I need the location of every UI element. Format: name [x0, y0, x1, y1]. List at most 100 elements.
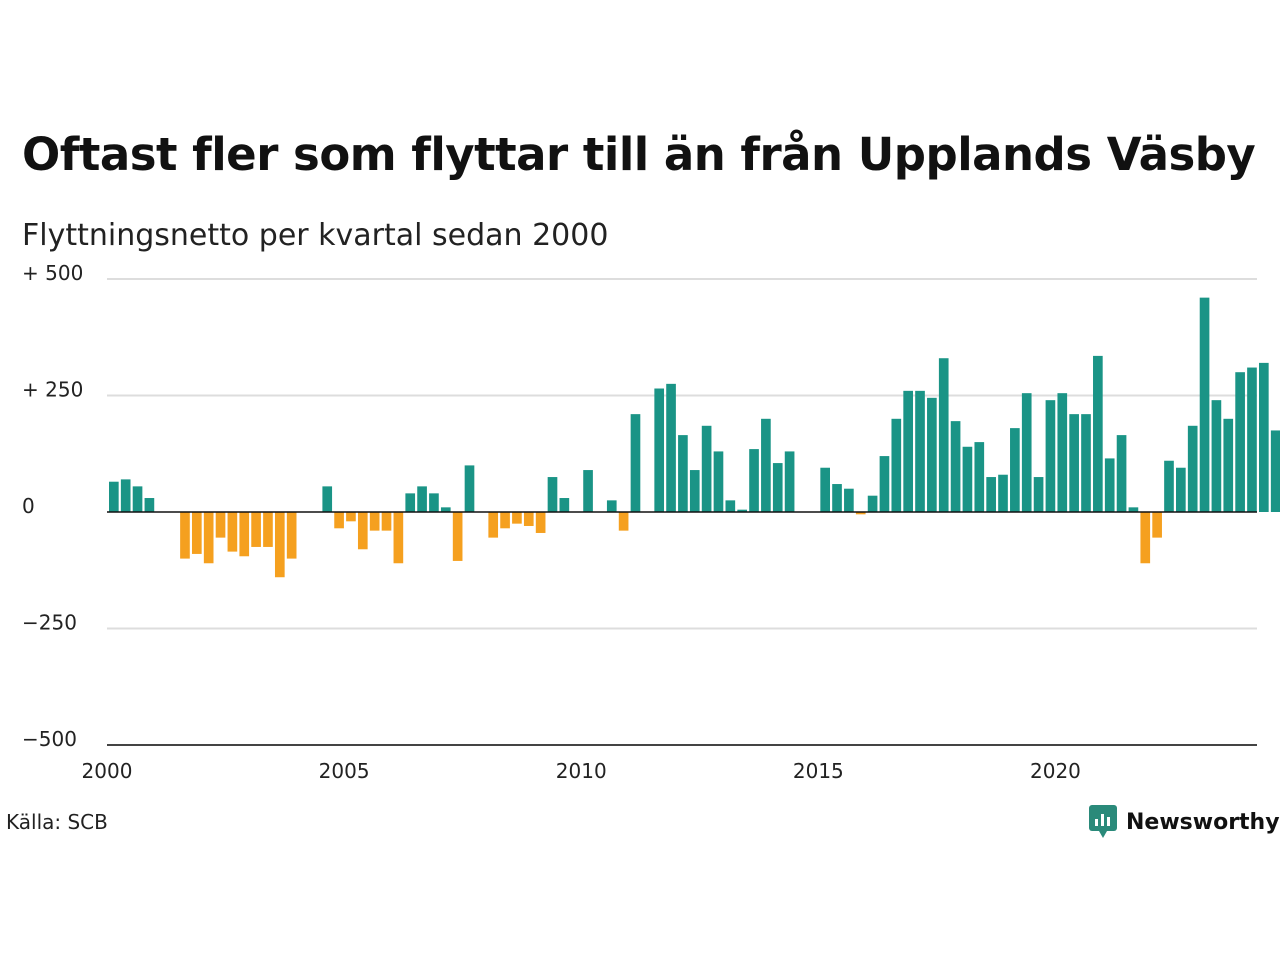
- bar: [1199, 297, 1210, 512]
- bar: [1093, 355, 1103, 512]
- bar: [523, 512, 534, 526]
- bar: [879, 456, 890, 512]
- bar: [1081, 414, 1091, 512]
- bar: [1235, 372, 1245, 512]
- x-tick-label: 2000: [82, 759, 133, 783]
- y-tick-label: −500: [22, 727, 77, 751]
- bar: [440, 507, 451, 512]
- bar: [749, 449, 759, 512]
- bar: [1247, 367, 1257, 512]
- bar: [405, 493, 416, 512]
- bar: [263, 512, 273, 547]
- bar: [950, 421, 961, 512]
- y-tick-label: 0: [22, 494, 35, 518]
- bar: [1176, 467, 1186, 512]
- chart-subtitle: Flyttningsnetto per kvartal sedan 2000: [22, 218, 609, 253]
- bar: [844, 488, 854, 512]
- bars: [109, 297, 1280, 578]
- brand-logo: Newsworthy: [1088, 804, 1280, 840]
- bar: [938, 358, 949, 512]
- bar: [654, 388, 665, 512]
- bar: [832, 484, 842, 512]
- bar: [1033, 477, 1044, 512]
- bar: [464, 465, 475, 512]
- bar: [713, 451, 724, 512]
- bar: [761, 418, 771, 512]
- bar: [583, 470, 593, 512]
- bar: [1140, 512, 1151, 564]
- bar: [203, 512, 214, 564]
- bar: [701, 425, 712, 512]
- bar: [974, 442, 985, 512]
- bar: [381, 512, 392, 531]
- bar: [120, 479, 131, 512]
- bar: [191, 512, 202, 554]
- y-tick-label: + 500: [22, 261, 83, 285]
- bar: [986, 477, 996, 512]
- brand-name: Newsworthy: [1126, 809, 1280, 835]
- bar: [227, 512, 238, 552]
- bar: [322, 486, 333, 512]
- bar: [820, 467, 831, 512]
- chart-title: Oftast fler som flyttar till än från Upp…: [22, 128, 1256, 181]
- bar: [1128, 507, 1139, 512]
- bar: [784, 451, 795, 512]
- bar: [1152, 512, 1162, 538]
- source-note: Källa: SCB: [6, 810, 108, 834]
- bar: [239, 512, 250, 557]
- bar: [274, 512, 285, 578]
- x-tick-label: 2010: [556, 759, 607, 783]
- bar: [180, 512, 190, 559]
- bar: [393, 512, 404, 564]
- bar: [903, 390, 913, 512]
- newsworthy-icon: [1089, 805, 1117, 838]
- bar: [725, 500, 736, 512]
- bar: [1010, 428, 1020, 512]
- bar: [998, 474, 1008, 512]
- bar: [962, 446, 973, 512]
- bar: [547, 477, 558, 512]
- bar: [144, 498, 155, 512]
- bar: [500, 512, 510, 529]
- bar: [678, 435, 688, 512]
- bar: [606, 500, 617, 512]
- y-tick-label: −250: [22, 611, 77, 635]
- bar: [855, 512, 866, 515]
- bar: [429, 493, 439, 512]
- bar: [666, 383, 676, 512]
- bar: [215, 512, 226, 538]
- bar: [1187, 425, 1198, 512]
- x-tick-label: 2015: [793, 759, 844, 783]
- bar: [357, 512, 368, 550]
- bar: [1211, 400, 1222, 512]
- bar: [535, 512, 546, 533]
- bar: [915, 390, 925, 512]
- x-tick-label: 2005: [319, 759, 370, 783]
- bar: [689, 470, 700, 512]
- bar: [286, 512, 297, 559]
- x-tick-label: 2020: [1030, 759, 1081, 783]
- bar: [618, 512, 629, 531]
- bar: [488, 512, 499, 538]
- bar: [630, 414, 641, 512]
- bar: [1021, 393, 1032, 512]
- bar: [1116, 435, 1127, 512]
- bar: [772, 463, 783, 512]
- bar: [1223, 418, 1234, 512]
- bar: [512, 512, 522, 524]
- bar: [1270, 430, 1280, 512]
- bar: [251, 512, 261, 547]
- bar: [1069, 414, 1079, 512]
- bar: [1045, 400, 1056, 512]
- bar: [417, 486, 427, 512]
- bar: [867, 495, 878, 512]
- bar: [1104, 458, 1115, 512]
- bar: [737, 509, 748, 512]
- bar: [346, 512, 356, 522]
- bar: [1164, 460, 1174, 512]
- bar: [452, 512, 463, 561]
- bar: [369, 512, 380, 531]
- bar: [1057, 393, 1068, 512]
